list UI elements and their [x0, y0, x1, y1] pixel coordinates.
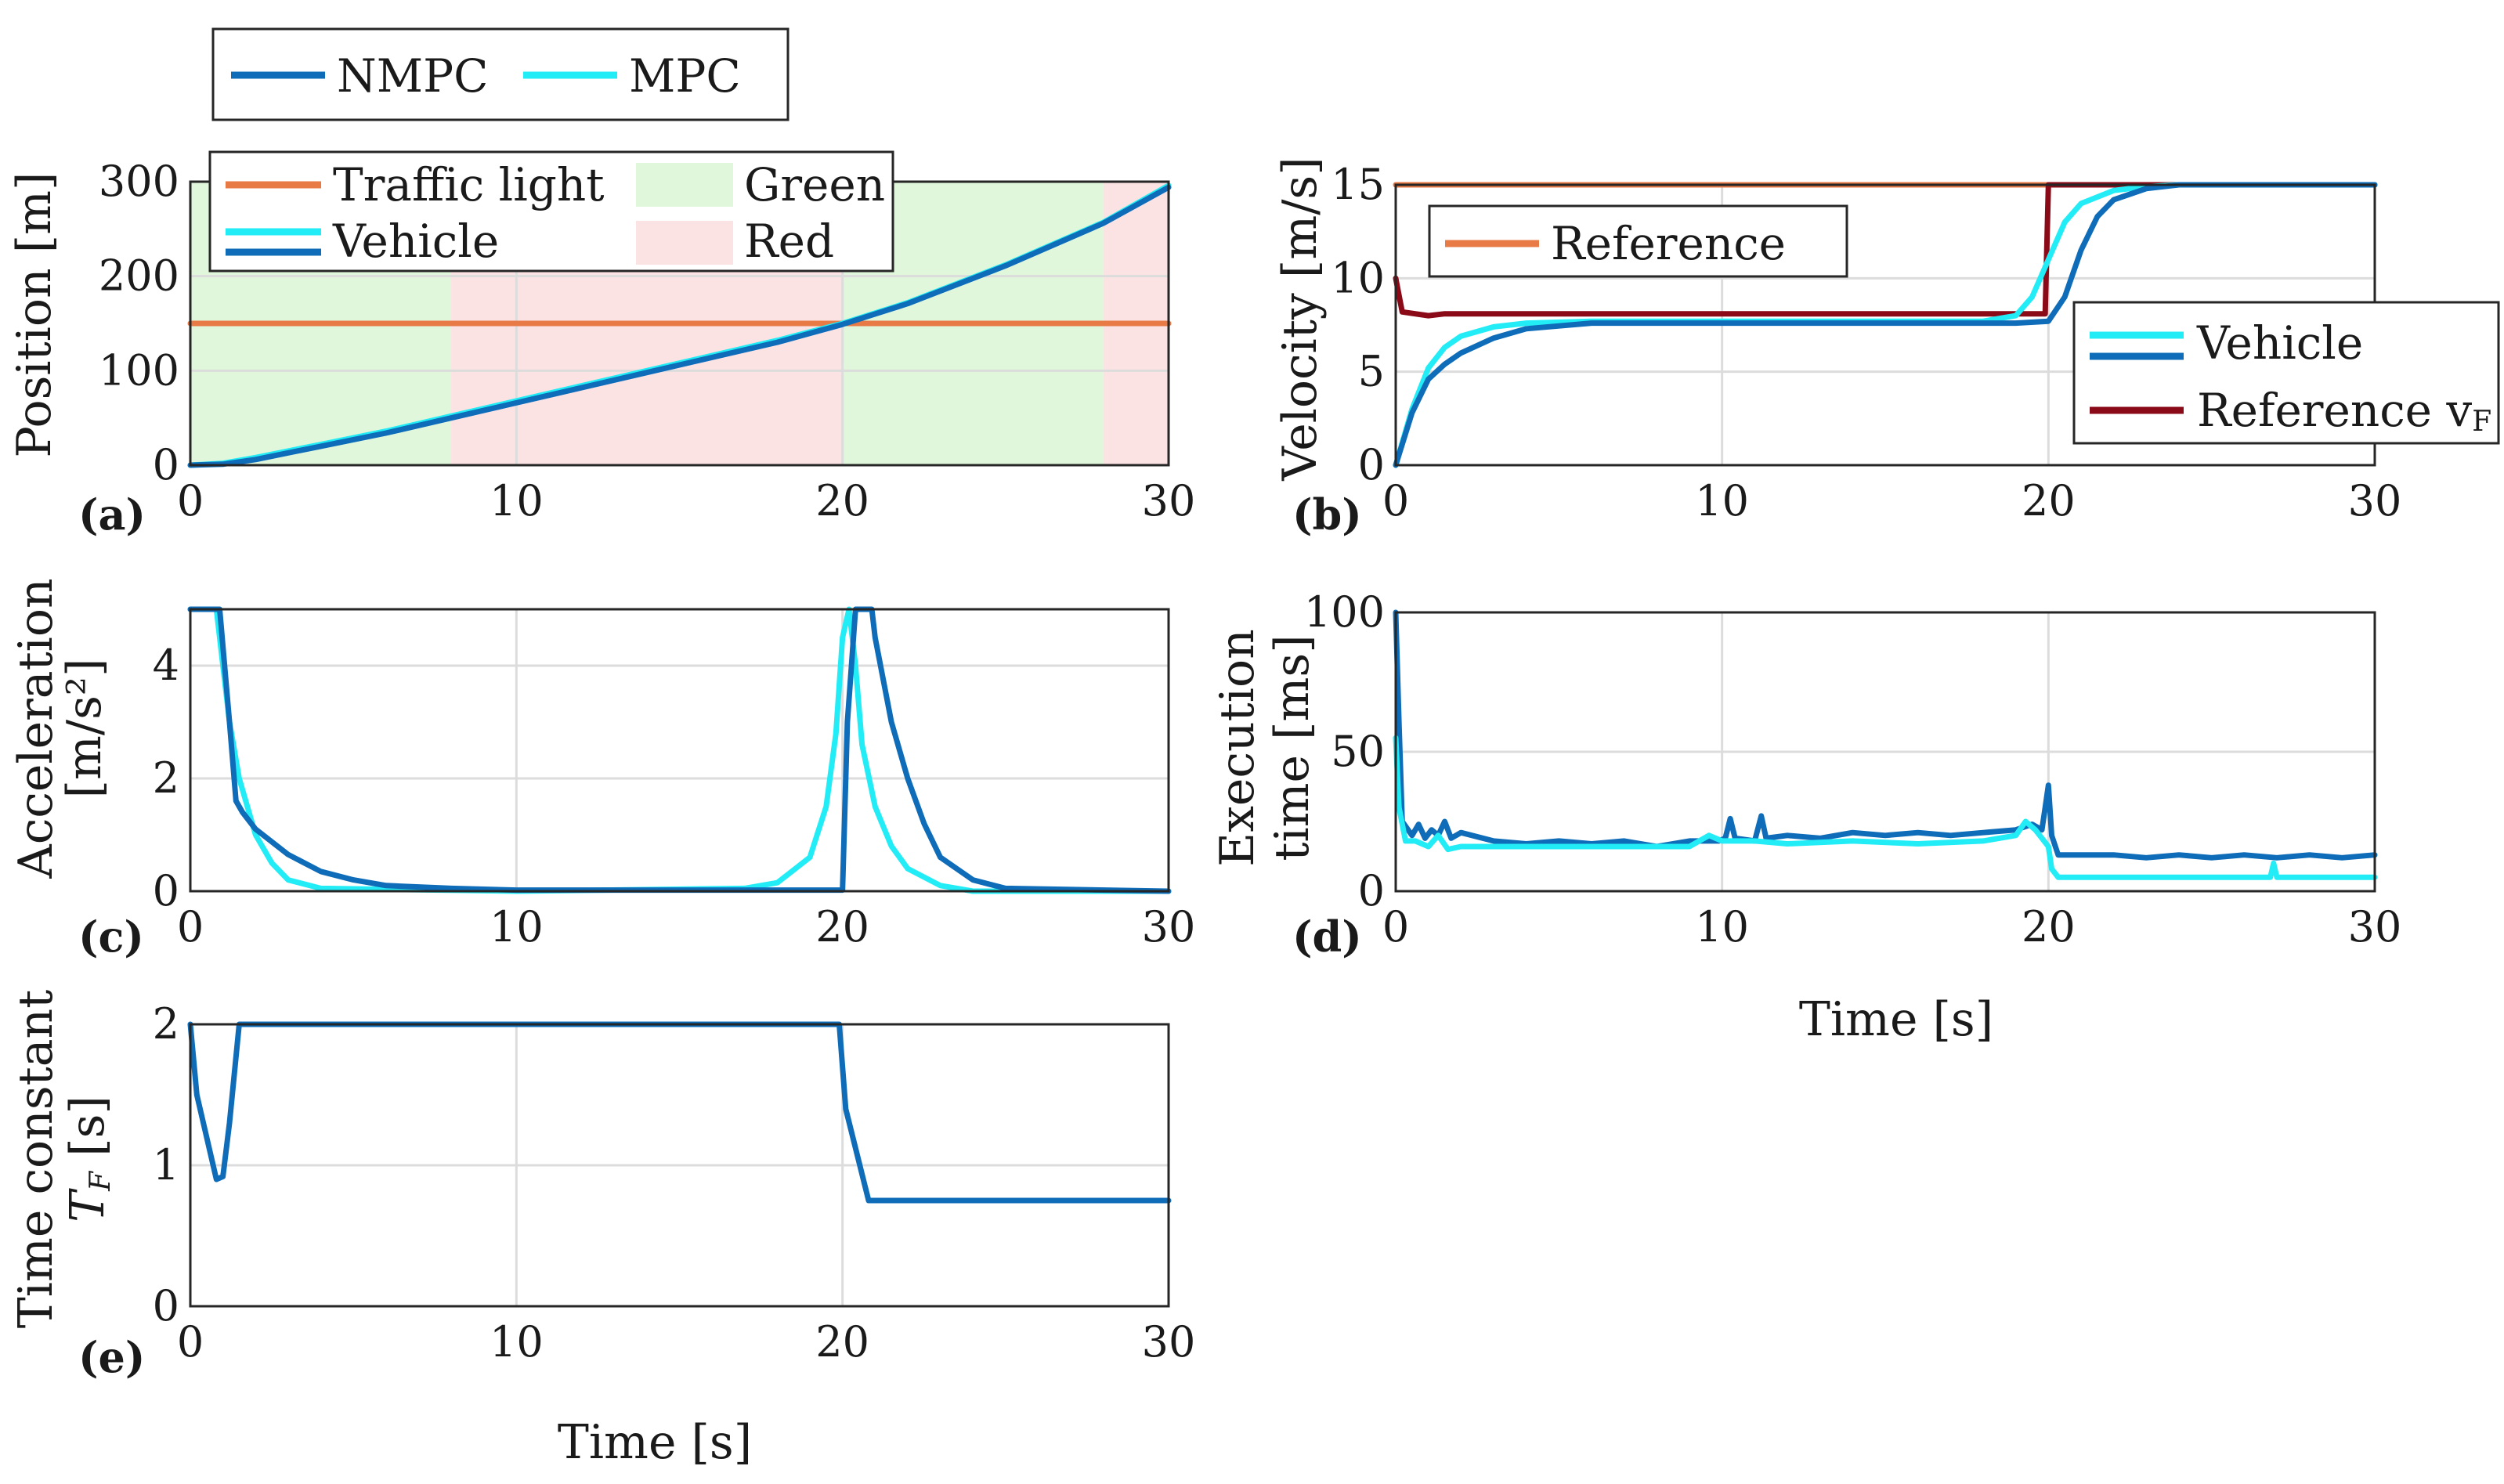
legend-swatch-red [636, 221, 733, 265]
x-tick-label: 10 [490, 1317, 544, 1367]
y-tick-label: 0 [153, 440, 179, 489]
x-tick-label: 0 [177, 1317, 204, 1367]
panel-label: (a) [78, 489, 146, 540]
x-tick-label: 0 [1382, 902, 1409, 951]
series-line-nmpc [187, 184, 1172, 468]
y-tick-label: 300 [99, 157, 179, 206]
y-axis-label-units: [m/s²] [57, 659, 112, 799]
legend-label-mpc: MPC [629, 49, 741, 103]
chart-e: 0 10 20 30 0 1 2 Time constant TF [s] (e) Time… [9, 990, 1195, 1470]
y-tick-label: 0 [153, 1281, 179, 1331]
y-tick-label: 100 [99, 345, 179, 395]
series-line-nmpc [1393, 182, 2378, 468]
legend-swatch-green [636, 163, 733, 207]
x-tick-label: 10 [1695, 476, 1749, 525]
y-axis-label-units: time [ms] [1265, 634, 1320, 861]
x-tick-label: 10 [490, 476, 544, 525]
x-axis-label: Time [s] [1799, 992, 1993, 1047]
legend-b-reference: Reference [1428, 204, 1848, 278]
x-tick-label: 20 [815, 902, 869, 951]
plot-frame [189, 1023, 1170, 1308]
y-tick-label: 0 [1358, 440, 1385, 489]
x-axis-label: Time [s] [558, 1415, 752, 1470]
series-line-mpc [1393, 735, 2378, 880]
y-tick-label: 2 [153, 999, 179, 1049]
chart-d: 0 10 20 30 0 50 100 Execution time [ms] (d) Ti… [1210, 587, 2401, 1047]
plot-frame [1394, 611, 2376, 893]
y-tick-label: 100 [1304, 587, 1385, 637]
legend-label-green: Green [744, 158, 885, 211]
chart-c: 0 10 20 30 0 2 4 Acceleration [m/s²] (c) [9, 578, 1195, 962]
legend-label-vehicle: Vehicle [332, 215, 499, 268]
series-line-mpc [187, 606, 1172, 894]
x-tick-label: 0 [1382, 476, 1409, 525]
y-axis-label-unit: [s] [60, 1096, 115, 1172]
x-tick-label: 0 [177, 902, 204, 951]
series-line-nmpc [187, 606, 1172, 894]
legend-label-vehicle: Vehicle [2196, 316, 2363, 370]
x-tick-label: 20 [2022, 902, 2076, 951]
y-axis-label: Acceleration [9, 578, 63, 879]
y-axis-label-units: TF [s] [60, 1096, 117, 1222]
y-axis-label: Time constant [9, 990, 63, 1328]
legend-label-traffic-light: Traffic light [333, 158, 605, 211]
x-tick-label: 10 [1695, 902, 1749, 951]
x-tick-label: 10 [490, 902, 544, 951]
legend-label-reference-vf: Reference vF [2197, 384, 2491, 438]
panel-label: (c) [78, 912, 144, 962]
legend-label-reference-v: Reference v [2197, 384, 2472, 437]
chart-b: 0 10 20 30 0 5 10 15 Velocity [m/s] (b) Referen… [1273, 157, 2500, 540]
legend-label-nmpc: NMPC [337, 49, 489, 103]
plot-frame [189, 608, 1170, 893]
y-axis-label: Execution [1210, 629, 1265, 866]
x-tick-label: 0 [177, 476, 204, 525]
y-tick-label: 2 [153, 753, 179, 803]
legend-b-vehicle: Vehicle Reference vF [2072, 301, 2500, 445]
legend-label-red: Red [744, 215, 834, 268]
panel-label: (b) [1292, 489, 1362, 540]
y-tick-label: 10 [1331, 253, 1385, 302]
y-tick-label: 0 [153, 866, 179, 915]
series-line-nmpc [1393, 609, 2378, 861]
y-tick-label: 0 [1358, 866, 1385, 915]
y-tick-label: 4 [153, 641, 179, 690]
y-axis-label-symbol: T [60, 1188, 115, 1222]
legend-a: Traffic light Vehicle Green Red [208, 150, 894, 273]
x-tick-label: 20 [815, 476, 869, 525]
series-line-mpc [1393, 182, 2378, 468]
x-tick-label: 30 [1142, 476, 1196, 525]
y-tick-label: 15 [1331, 160, 1385, 209]
y-axis-label: Position [m] [7, 172, 62, 458]
y-axis-label: Velocity [m/s] [1273, 157, 1328, 481]
top-legend: NMPC MPC [211, 27, 790, 121]
x-tick-label: 20 [2022, 476, 2076, 525]
series-line-nmpc [187, 1021, 1172, 1204]
panel-label: (e) [78, 1332, 145, 1382]
x-tick-label: 30 [1142, 1317, 1196, 1367]
x-tick-label: 20 [815, 1317, 869, 1367]
legend-label-subscript-f: F [2472, 406, 2491, 438]
x-tick-label: 30 [2348, 902, 2402, 951]
y-tick-label: 1 [153, 1140, 179, 1190]
legend-label-reference: Reference [1551, 217, 1786, 270]
y-tick-label: 5 [1358, 347, 1385, 396]
y-axis-label-subscript: F [85, 1170, 117, 1192]
panel-label: (d) [1292, 912, 1362, 962]
y-tick-label: 50 [1331, 727, 1385, 776]
y-tick-label: 200 [99, 251, 179, 301]
x-tick-label: 30 [2348, 476, 2402, 525]
x-tick-label: 30 [1142, 902, 1196, 951]
